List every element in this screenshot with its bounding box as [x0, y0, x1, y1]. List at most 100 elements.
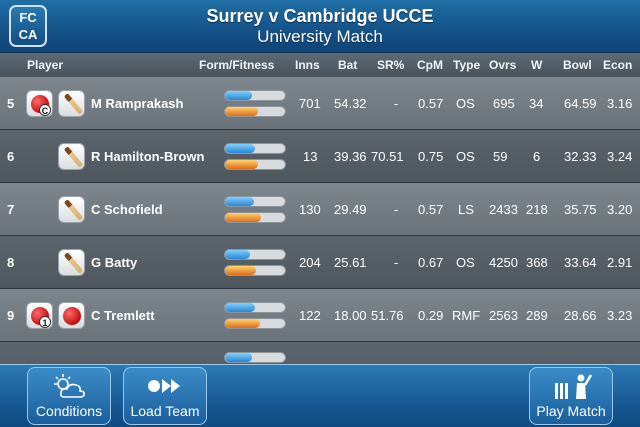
ovrs-value: 695: [493, 96, 515, 111]
table-row[interactable]: 5 C M Ramprakash 701 54.32 - 0.57 OS 695…: [0, 77, 640, 130]
captain-ball-icon: C: [26, 90, 53, 117]
table-row[interactable]: 7 C Schofield 130 29.49 - 0.57 LS 2433 2…: [0, 183, 640, 236]
fitness-fill: [225, 213, 261, 222]
batting-position: 5: [7, 96, 15, 111]
table-row[interactable]: 9 1 C Tremlett 122 18.00 51.76 0.29 RMF …: [0, 289, 640, 342]
sr-value: 51.76: [371, 308, 404, 323]
fitness-bar: [224, 318, 286, 329]
bowl-value: 33.64: [564, 255, 597, 270]
type-value: OS: [456, 96, 475, 111]
col-player: Player: [27, 58, 64, 72]
player-table: 5 C M Ramprakash 701 54.32 - 0.57 OS 695…: [0, 77, 640, 364]
load-team-button[interactable]: Load Team: [123, 367, 207, 425]
bat-icon: [58, 143, 85, 170]
bowl-value: 28.66: [564, 308, 597, 323]
table-row[interactable]: 6 R Hamilton-Brown 13 39.36 70.51 0.75 O…: [0, 130, 640, 183]
col-sr: SR%: [377, 58, 405, 72]
form-bar: [224, 352, 286, 363]
ca-label: CA: [18, 27, 38, 42]
cpm-value: 0.57: [418, 202, 444, 217]
player-name: M Ramprakash: [91, 96, 184, 111]
w-value: 289: [526, 308, 548, 323]
fitness-fill: [225, 319, 260, 328]
load-team-label: Load Team: [130, 403, 200, 419]
w-value: 368: [526, 255, 548, 270]
bat-value: 18.00: [334, 308, 367, 323]
col-type: Type: [453, 58, 481, 72]
bowl-value: 32.33: [564, 149, 597, 164]
econ-value: 3.16: [607, 96, 633, 111]
column-header-row: Player Form/Fitness Inns Bat SR% CpM Typ…: [0, 53, 640, 77]
player-name: C Schofield: [91, 202, 163, 217]
fitness-fill: [225, 160, 258, 169]
col-bowl: Bowl: [563, 58, 592, 72]
bat-value: 25.61: [334, 255, 367, 270]
sr-value: -: [394, 202, 399, 217]
type-value: OS: [456, 255, 475, 270]
player-name: C Tremlett: [91, 308, 155, 323]
cpm-value: 0.29: [418, 308, 444, 323]
sr-value: -: [394, 96, 399, 111]
fc-label: FC: [19, 10, 37, 25]
conditions-label: Conditions: [35, 403, 103, 419]
col-bat: Bat: [338, 58, 358, 72]
ovrs-value: 59: [493, 149, 508, 164]
fitness-fill: [225, 266, 257, 275]
col-ovrs: Ovrs: [489, 58, 517, 72]
cpm-value: 0.67: [418, 255, 444, 270]
fitness-bar: [224, 265, 286, 276]
col-form-fitness: Form/Fitness: [199, 58, 275, 72]
bowl-value: 64.59: [564, 96, 597, 111]
form-bar: [224, 196, 286, 207]
inns-value: 122: [299, 308, 321, 323]
table-row[interactable]: [0, 342, 640, 364]
conditions-button[interactable]: Conditions: [27, 367, 111, 425]
inns-value: 204: [299, 255, 321, 270]
w-value: 34: [529, 96, 544, 111]
bat-icon: [58, 90, 85, 117]
batting-position: 8: [7, 255, 15, 270]
match-title: Surrey v Cambridge UCCE: [206, 6, 434, 26]
new-ball-icon: 1: [26, 302, 53, 329]
econ-value: 3.23: [607, 308, 633, 323]
fc-ca-logo-button[interactable]: FC CA: [9, 5, 47, 47]
captain-tag: C: [39, 104, 51, 116]
batting-position: 6: [7, 149, 15, 164]
batsman-icon: [530, 373, 612, 407]
form-bar: [224, 143, 286, 154]
type-value: RMF: [452, 308, 481, 323]
cpm-value: 0.75: [418, 149, 444, 164]
inns-value: 130: [299, 202, 321, 217]
batting-position: 9: [7, 308, 15, 323]
form-bar: [224, 249, 286, 260]
col-cpm: CpM: [417, 58, 443, 72]
inns-value: 701: [299, 96, 321, 111]
form-fill: [225, 91, 252, 100]
form-bar: [224, 302, 286, 313]
fitness-bar: [224, 212, 286, 223]
play-match-button[interactable]: Play Match: [529, 367, 613, 425]
form-fill: [225, 250, 251, 259]
cpm-value: 0.57: [418, 96, 444, 111]
form-fill: [225, 303, 255, 312]
ball-icon: [58, 302, 85, 329]
bat-and-ball-icon: [58, 196, 85, 223]
econ-value: 2.91: [607, 255, 633, 270]
w-value: 6: [533, 149, 541, 164]
type-value: LS: [458, 202, 474, 217]
w-value: 218: [526, 202, 548, 217]
sr-value: 70.51: [371, 149, 404, 164]
fitness-bar: [224, 106, 286, 117]
col-w: W: [531, 58, 543, 72]
bat-value: 54.32: [334, 96, 367, 111]
fitness-bar: [224, 159, 286, 170]
bat-value: 39.36: [334, 149, 367, 164]
sr-value: -: [394, 255, 399, 270]
play-match-label: Play Match: [536, 403, 606, 419]
table-row[interactable]: 8 G Batty 204 25.61 - 0.67 OS 4250 368 3…: [0, 236, 640, 289]
new-ball-tag: 1: [39, 316, 51, 328]
col-econ: Econ: [603, 58, 633, 72]
inns-value: 13: [303, 149, 318, 164]
type-value: OS: [456, 149, 475, 164]
player-name: G Batty: [91, 255, 138, 270]
